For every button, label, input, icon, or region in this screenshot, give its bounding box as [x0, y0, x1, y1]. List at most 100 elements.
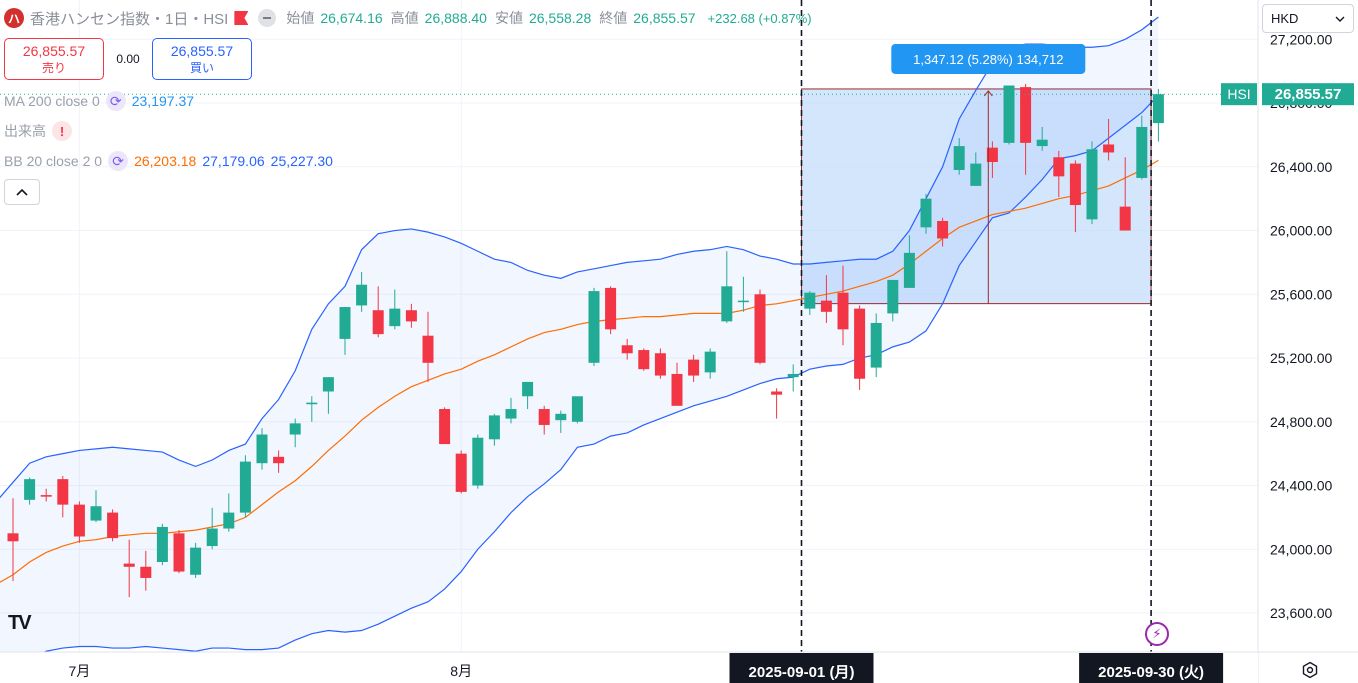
ma-value: 23,197.37 — [131, 93, 195, 109]
candle-down — [837, 292, 849, 330]
candle-up — [190, 547, 202, 575]
candle-up — [571, 396, 583, 422]
symbol-header: ハ 香港ハンセン指数・1日・HSI 始値 26,674.16 高値 26,888… — [4, 6, 812, 30]
settings-button[interactable] — [1297, 658, 1323, 682]
date-label-end: 2025-09-30 (火) — [1098, 664, 1204, 681]
ma-name: MA 200 close 0 — [4, 93, 100, 109]
candle-up — [322, 377, 334, 392]
candle-up — [339, 307, 351, 339]
candle-up — [472, 437, 484, 486]
gear-icon — [1302, 661, 1318, 679]
candle-down — [439, 409, 451, 445]
price-tick-label: 24,400.00 — [1270, 478, 1332, 494]
time-axis: 7月 8月 2025-09-01 (月) 2025-09-30 (火) — [0, 651, 1358, 683]
candle-down — [40, 495, 52, 497]
candle-down — [422, 335, 434, 363]
price-axis-bg — [1258, 0, 1358, 683]
candle-up — [903, 252, 915, 288]
low-label: 安値 — [494, 10, 523, 26]
change-value: +232.68 (+0.87%) — [707, 10, 812, 26]
candle-down — [688, 359, 700, 376]
bb-basis-value: 26,203.18 — [134, 153, 197, 169]
candle-down — [771, 391, 783, 395]
candle-down — [123, 563, 135, 567]
candle-up — [1152, 94, 1164, 124]
price-tick-label: 25,200.00 — [1270, 350, 1332, 366]
candles — [7, 83, 1164, 598]
measure-arrow-head — [983, 90, 993, 97]
bb-upper-value: 27,179.06 — [202, 153, 265, 169]
candle-up — [970, 163, 982, 186]
month-tick-label: 7月 — [69, 663, 91, 679]
candle-down — [986, 147, 998, 163]
ma-indicator[interactable]: MA 200 close 0 ⟳ 23,197.37 — [4, 90, 194, 112]
candle-up — [289, 423, 301, 435]
bb-band-fill — [0, 16, 1159, 669]
refresh-icon[interactable]: ⟳ — [108, 151, 129, 171]
candle-down — [671, 373, 683, 406]
candle-down — [538, 409, 550, 425]
candle-down — [654, 353, 666, 376]
buy-button[interactable]: 26,855.57 買い — [152, 38, 252, 80]
candle-up — [1003, 85, 1015, 143]
candle-down — [1103, 144, 1115, 153]
candle-down — [7, 533, 19, 542]
candle-down — [754, 294, 766, 363]
candle-down — [73, 504, 85, 537]
candle-up — [256, 434, 268, 464]
date-label-start-bg — [729, 653, 874, 683]
close-value: 26,855.57 — [633, 10, 696, 26]
candle-up — [522, 381, 534, 397]
lightning-icon[interactable]: ⚡ — [1145, 622, 1169, 646]
minus-icon[interactable] — [258, 9, 277, 27]
open-value: 26,674.16 — [320, 10, 383, 26]
sell-button[interactable]: 26,855.57 売り — [4, 38, 104, 80]
measure-tool[interactable]: 1,347.12 (5.28%) 134,712 — [800, 0, 1152, 652]
candle-down — [621, 345, 633, 354]
candle-down — [57, 479, 69, 505]
candle-up — [239, 461, 251, 513]
bollinger-bands — [0, 16, 1159, 670]
month-tick-label: 8月 — [450, 663, 472, 679]
candle-up — [555, 413, 567, 421]
candle-up — [90, 506, 102, 521]
candle-up — [920, 198, 932, 228]
candle-down — [273, 456, 285, 464]
currency-select[interactable]: HKD — [1262, 4, 1354, 33]
bb-upper-line — [0, 16, 1159, 499]
flag-icon[interactable] — [234, 11, 249, 25]
candle-down — [405, 310, 417, 322]
chevron-down-icon — [1335, 16, 1345, 22]
candle-up — [356, 284, 368, 306]
trade-panel: 26,855.57 売り 0.00 26,855.57 買い — [4, 38, 252, 80]
low-value: 26,558.28 — [528, 10, 592, 26]
spread-value: 0.00 — [116, 52, 140, 66]
candle-down — [605, 287, 617, 330]
price-badge-symbol-bg — [1221, 83, 1257, 106]
sell-label: 売り — [41, 61, 66, 75]
bb-basis-line — [0, 159, 1159, 583]
candle-up — [588, 291, 600, 363]
warning-icon[interactable]: ! — [52, 121, 72, 141]
symbol-title[interactable]: 香港ハンセン指数・1日・HSI — [30, 10, 229, 28]
candle-up — [1136, 126, 1148, 178]
volume-indicator[interactable]: 出来高 ! — [4, 120, 72, 142]
candle-up — [787, 373, 799, 378]
candle-down — [140, 566, 152, 578]
buy-price: 26,855.57 — [170, 43, 234, 59]
bb-indicator[interactable]: BB 20 close 2 0 ⟳ 26,203.18 27,179.06 25… — [4, 150, 333, 172]
price-tick-label: 24,000.00 — [1270, 541, 1332, 557]
candle-down — [638, 350, 650, 370]
candle-up — [804, 292, 816, 309]
price-tick-label: 26,400.00 — [1270, 159, 1332, 175]
candle-up — [24, 479, 36, 500]
date-label-end-bg — [1079, 653, 1224, 683]
candle-up — [737, 300, 749, 303]
hsi-logo: ハ — [4, 8, 24, 28]
candle-down — [937, 220, 949, 239]
refresh-icon[interactable]: ⟳ — [105, 91, 126, 111]
collapse-button[interactable] — [4, 179, 40, 205]
chevron-up-icon — [16, 188, 28, 196]
candle-up — [1086, 149, 1098, 220]
